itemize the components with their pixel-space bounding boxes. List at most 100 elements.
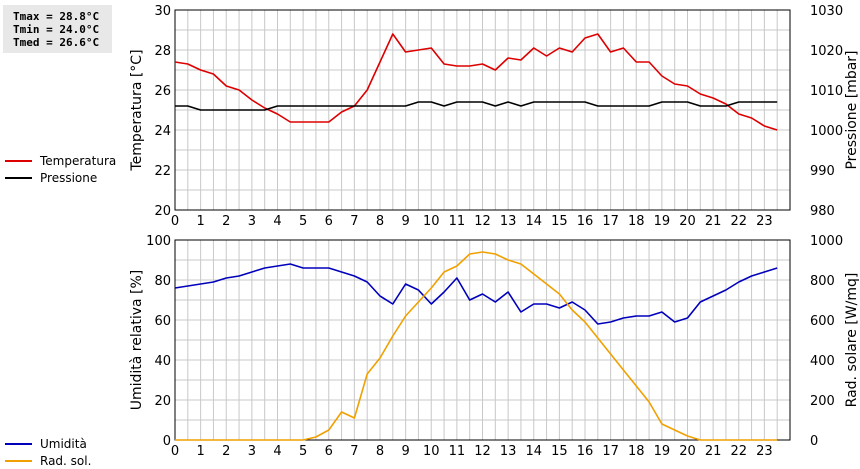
- hs-right-tick-label: 200: [810, 394, 835, 409]
- hs-x-tick-label: 16: [577, 444, 594, 459]
- hs-left-tick-label: 60: [154, 314, 171, 329]
- legend-top: Temperatura Pressione: [5, 152, 116, 186]
- tp-x-tick-label: 5: [299, 214, 307, 229]
- hs-x-tick-label: 3: [248, 444, 256, 459]
- hs-x-tick-label: 20: [679, 444, 696, 459]
- hs-x-tick-label: 10: [423, 444, 440, 459]
- tp-right-tick-label: 990: [810, 164, 835, 179]
- tp-x-tick-label: 13: [500, 214, 517, 229]
- tp-x-tick-label: 23: [756, 214, 773, 229]
- tp-x-tick-label: 20: [679, 214, 696, 229]
- legend-item-pressione: Pressione: [5, 169, 116, 186]
- tp-right-tick-label: 1020: [810, 44, 843, 59]
- tp-right-tick-label: 1010: [810, 84, 843, 99]
- hs-x-tick-label: 21: [705, 444, 722, 459]
- hs-left-tick-label: 100: [146, 234, 171, 249]
- tp-x-tick-label: 21: [705, 214, 722, 229]
- hs-x-tick-label: 4: [273, 444, 281, 459]
- tp-grid: [175, 10, 790, 210]
- hs-x-tick-label: 6: [325, 444, 333, 459]
- temperatura-series-line: [174, 33, 778, 131]
- tp-x-tick-label: 22: [730, 214, 747, 229]
- tmax-label: Tmax = 28.8°C: [13, 10, 100, 23]
- hs-x-tick-label: 5: [299, 444, 307, 459]
- tp-right-tick-label: 1000: [810, 124, 843, 139]
- legend-label-temperatura: Temperatura: [40, 153, 117, 168]
- hs-x-tick-label: 9: [401, 444, 409, 459]
- tp-left-tick-label: 26: [154, 84, 171, 99]
- hs-left-tick-label: 20: [154, 394, 171, 409]
- umidita-swatch: [5, 442, 32, 445]
- tp-x-tick-label: 14: [525, 214, 542, 229]
- hs-x-tick-label: 12: [474, 444, 491, 459]
- tp-left-axis-title: Temperatura [°C]: [129, 49, 145, 171]
- tp-x-tick-label: 10: [423, 214, 440, 229]
- legend-label-umidita: Umidità: [40, 436, 87, 451]
- legend-item-umidita: Umidità: [5, 435, 91, 452]
- hs-right-tick-label: 600: [810, 314, 835, 329]
- hs-x-tick-label: 17: [602, 444, 619, 459]
- hs-x-tick-label: 23: [756, 444, 773, 459]
- hs-x-tick-label: 22: [730, 444, 747, 459]
- hs-x-tick-label: 14: [525, 444, 542, 459]
- hs-plot-frame: [174, 239, 791, 441]
- tmin-label: Tmin = 24.0°C: [13, 23, 100, 36]
- hs-x-tick-label: 8: [376, 444, 384, 459]
- tp-left-tick-label: 22: [154, 164, 171, 179]
- tp-x-tick-label: 17: [602, 214, 619, 229]
- hs-x-tick-label: 15: [551, 444, 568, 459]
- tp-x-tick-label: 8: [376, 214, 384, 229]
- tp-x-tick-label: 0: [171, 214, 179, 229]
- tp-x-tick-label: 2: [222, 214, 230, 229]
- tp-plot-frame: [174, 9, 791, 211]
- hs-x-tick-label: 18: [628, 444, 645, 459]
- legend-label-pressione: Pressione: [40, 170, 98, 185]
- tp-left-tick-label: 28: [154, 44, 171, 59]
- tp-x-tick-label: 1: [196, 214, 204, 229]
- hs-x-tick-label: 2: [222, 444, 230, 459]
- tp-x-tick-label: 16: [577, 214, 594, 229]
- tp-x-tick-label: 12: [474, 214, 491, 229]
- legend-label-rad-sol: Rad. sol.: [40, 453, 92, 468]
- hs-x-tick-label: 1: [196, 444, 204, 459]
- pressione-swatch: [5, 176, 32, 179]
- stats-box: Tmax = 28.8°C Tmin = 24.0°C Tmed = 26.6°…: [3, 5, 112, 53]
- legend-bottom: Umidità Rad. sol.: [5, 435, 91, 469]
- tp-x-tick-label: 18: [628, 214, 645, 229]
- tp-x-tick-label: 6: [325, 214, 333, 229]
- tp-left-tick-label: 24: [154, 124, 171, 139]
- hs-x-tick-label: 7: [350, 444, 358, 459]
- hs-left-axis-title: Umidità relativa [%]: [129, 270, 145, 411]
- hs-right-tick-label: 1000: [810, 234, 843, 249]
- hs-grid: [175, 240, 790, 440]
- umidit-series-line: [174, 263, 778, 325]
- legend-item-temperatura: Temperatura: [5, 152, 116, 169]
- tmed-label: Tmed = 26.6°C: [13, 36, 100, 49]
- tp-x-tick-label: 15: [551, 214, 568, 229]
- hs-x-tick-label: 13: [500, 444, 517, 459]
- tp-right-tick-label: 1030: [810, 4, 843, 19]
- tp-x-tick-label: 9: [401, 214, 409, 229]
- hs-right-tick-label: 800: [810, 274, 835, 289]
- pressione-series-line: [175, 101, 778, 111]
- hs-left-tick-label: 80: [154, 274, 171, 289]
- humidity-solar-chart: 0 1 2 3 4 5 6 7 8 9 10 11 12 13 14 15 16 17 18 19 20 21 22 2302…: [129, 234, 860, 459]
- rad-sol-series-line: [175, 251, 778, 441]
- tp-x-tick-label: 4: [273, 214, 281, 229]
- temperature-pressure-chart: 0 1 2 3 4 5 6 7 8 9 10 11 12 13 14 15 16 17 18 19 20 21 22 2320…: [129, 4, 860, 229]
- hs-left-tick-label: 0: [163, 434, 171, 449]
- tp-right-axis-title: Pressione [mbar]: [844, 50, 860, 169]
- tp-x-tick-label: 3: [248, 214, 256, 229]
- hs-right-tick-label: 0: [810, 434, 818, 449]
- tp-left-tick-label: 20: [154, 204, 171, 219]
- hs-x-tick-label: 0: [171, 444, 179, 459]
- tp-x-tick-label: 11: [449, 214, 466, 229]
- hs-right-axis-title: Rad. solare [W/mq]: [844, 273, 860, 408]
- hs-right-tick-label: 400: [810, 354, 835, 369]
- legend-item-rad-sol: Rad. sol.: [5, 452, 91, 469]
- temperatura-swatch: [5, 159, 32, 162]
- tp-x-tick-label: 19: [654, 214, 671, 229]
- hs-x-tick-label: 19: [654, 444, 671, 459]
- hs-left-tick-label: 40: [154, 354, 171, 369]
- hs-x-tick-label: 11: [449, 444, 466, 459]
